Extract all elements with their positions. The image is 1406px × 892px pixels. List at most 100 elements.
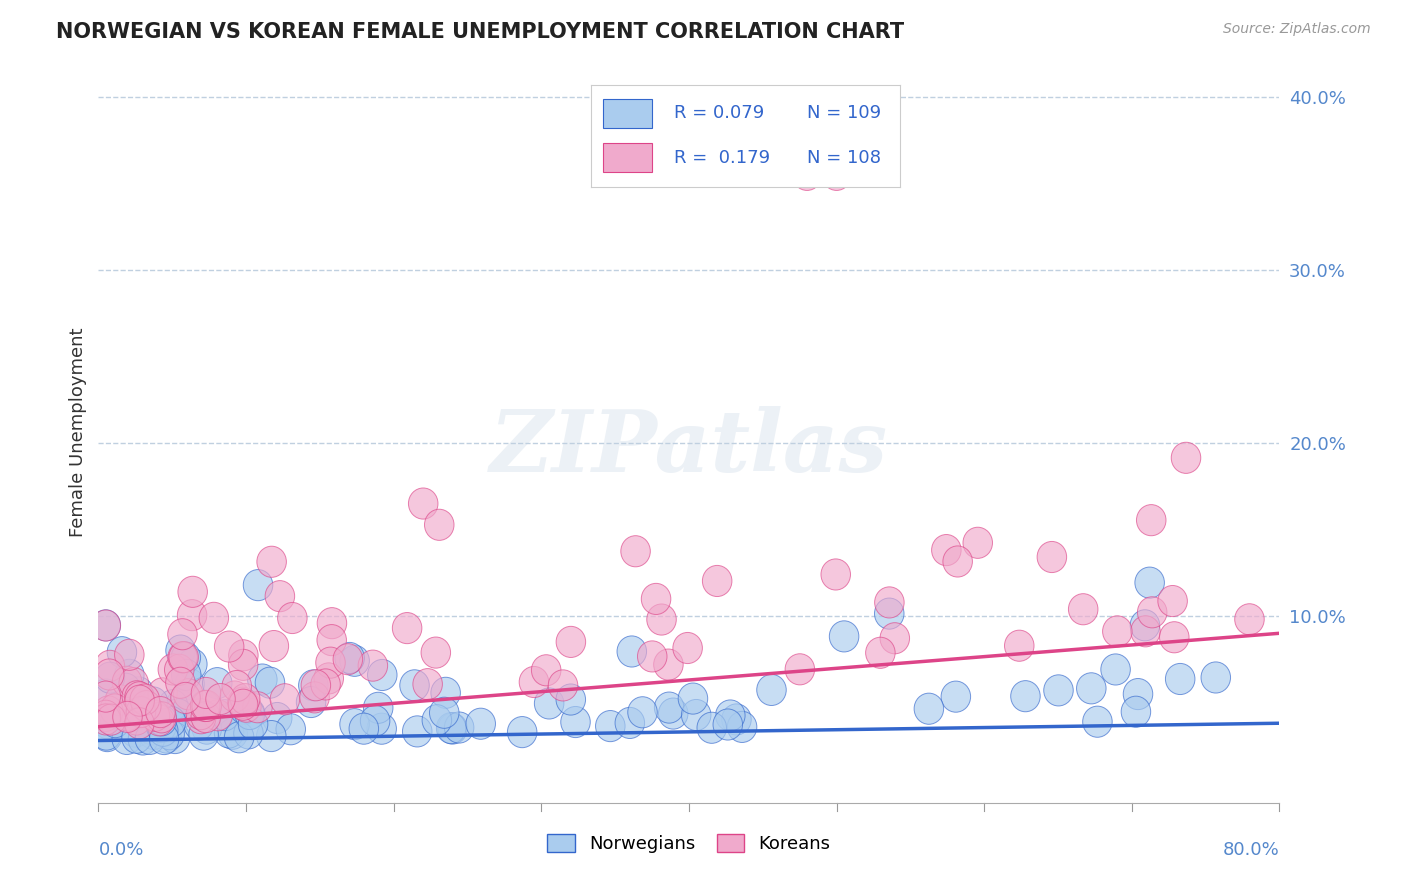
- Ellipse shape: [138, 714, 167, 745]
- Ellipse shape: [1130, 610, 1160, 640]
- Ellipse shape: [1038, 541, 1067, 573]
- Text: R = 0.079: R = 0.079: [673, 104, 765, 122]
- Ellipse shape: [658, 698, 688, 729]
- Ellipse shape: [188, 719, 218, 750]
- Ellipse shape: [627, 697, 657, 728]
- Ellipse shape: [191, 701, 221, 732]
- Ellipse shape: [941, 681, 970, 712]
- Ellipse shape: [243, 570, 273, 600]
- Ellipse shape: [124, 677, 153, 708]
- Ellipse shape: [121, 716, 150, 747]
- Ellipse shape: [673, 632, 703, 664]
- Ellipse shape: [148, 678, 177, 709]
- Ellipse shape: [314, 663, 343, 694]
- Ellipse shape: [793, 160, 823, 191]
- Ellipse shape: [875, 587, 904, 618]
- Ellipse shape: [169, 641, 198, 673]
- Ellipse shape: [1004, 630, 1033, 661]
- Ellipse shape: [155, 700, 184, 731]
- Ellipse shape: [235, 698, 264, 730]
- Ellipse shape: [107, 637, 136, 668]
- Ellipse shape: [399, 670, 429, 701]
- Ellipse shape: [138, 687, 167, 718]
- Ellipse shape: [508, 716, 537, 747]
- Ellipse shape: [139, 718, 169, 749]
- Ellipse shape: [233, 718, 263, 749]
- Ellipse shape: [172, 659, 201, 690]
- Ellipse shape: [193, 713, 222, 744]
- Ellipse shape: [93, 721, 122, 752]
- Ellipse shape: [465, 708, 495, 739]
- Ellipse shape: [519, 666, 548, 698]
- Ellipse shape: [409, 488, 439, 519]
- Ellipse shape: [232, 691, 262, 723]
- Ellipse shape: [1011, 681, 1040, 712]
- Ellipse shape: [135, 723, 165, 755]
- Ellipse shape: [93, 708, 122, 739]
- Ellipse shape: [141, 700, 170, 731]
- Ellipse shape: [311, 669, 340, 700]
- Ellipse shape: [228, 690, 257, 720]
- Ellipse shape: [167, 619, 197, 649]
- Ellipse shape: [270, 683, 299, 714]
- Ellipse shape: [359, 650, 388, 681]
- Ellipse shape: [146, 702, 176, 733]
- Ellipse shape: [91, 610, 121, 641]
- FancyBboxPatch shape: [603, 144, 652, 172]
- Ellipse shape: [703, 566, 733, 597]
- Ellipse shape: [875, 598, 904, 629]
- Ellipse shape: [120, 667, 149, 698]
- Ellipse shape: [122, 723, 152, 754]
- Ellipse shape: [333, 644, 363, 674]
- Ellipse shape: [785, 654, 814, 685]
- Ellipse shape: [149, 715, 179, 747]
- Text: N = 109: N = 109: [807, 104, 882, 122]
- Ellipse shape: [172, 642, 201, 673]
- Ellipse shape: [641, 583, 671, 615]
- Ellipse shape: [214, 717, 243, 748]
- Ellipse shape: [299, 681, 329, 713]
- Ellipse shape: [557, 626, 586, 657]
- Ellipse shape: [157, 690, 187, 721]
- Ellipse shape: [1043, 675, 1073, 706]
- Ellipse shape: [713, 709, 742, 740]
- Ellipse shape: [534, 688, 564, 719]
- Ellipse shape: [1135, 567, 1164, 599]
- Ellipse shape: [259, 631, 288, 662]
- Legend: Norwegians, Koreans: Norwegians, Koreans: [540, 827, 838, 861]
- Ellipse shape: [1102, 615, 1132, 647]
- Ellipse shape: [349, 713, 378, 744]
- Ellipse shape: [191, 690, 221, 722]
- FancyBboxPatch shape: [603, 99, 652, 128]
- Ellipse shape: [145, 705, 174, 736]
- Ellipse shape: [229, 693, 259, 724]
- Ellipse shape: [436, 713, 465, 744]
- Ellipse shape: [218, 718, 247, 749]
- Ellipse shape: [173, 679, 202, 710]
- Ellipse shape: [122, 681, 152, 712]
- Ellipse shape: [166, 635, 195, 666]
- Ellipse shape: [146, 697, 176, 728]
- Ellipse shape: [647, 604, 676, 635]
- Ellipse shape: [276, 714, 305, 745]
- Ellipse shape: [437, 713, 467, 744]
- Ellipse shape: [621, 536, 651, 566]
- Ellipse shape: [186, 703, 215, 734]
- Ellipse shape: [318, 607, 347, 639]
- Ellipse shape: [166, 690, 195, 721]
- Ellipse shape: [1159, 585, 1188, 616]
- Ellipse shape: [1130, 615, 1160, 647]
- Ellipse shape: [266, 581, 295, 612]
- Ellipse shape: [422, 705, 451, 736]
- Ellipse shape: [172, 684, 201, 715]
- Ellipse shape: [367, 659, 396, 690]
- Ellipse shape: [721, 704, 751, 735]
- Text: N = 108: N = 108: [807, 149, 882, 167]
- Ellipse shape: [184, 709, 214, 740]
- Ellipse shape: [191, 677, 221, 708]
- Ellipse shape: [277, 602, 307, 633]
- Ellipse shape: [823, 160, 852, 191]
- Ellipse shape: [678, 683, 707, 714]
- Ellipse shape: [174, 668, 204, 699]
- Ellipse shape: [152, 722, 181, 753]
